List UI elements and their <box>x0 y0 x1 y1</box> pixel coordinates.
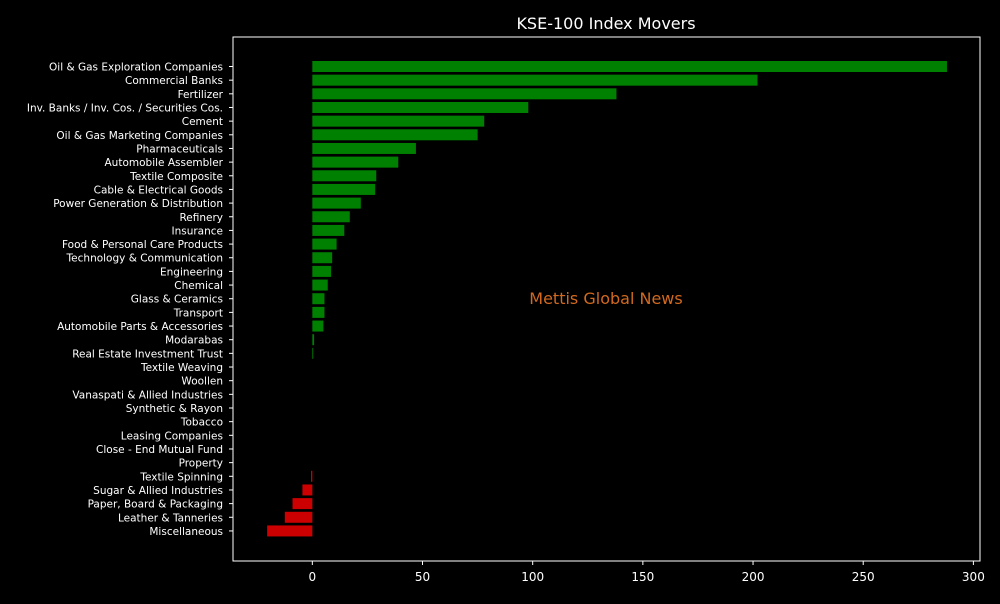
bar <box>312 74 758 86</box>
bar <box>312 224 345 236</box>
x-tick-label: 150 <box>631 570 654 584</box>
bar <box>312 265 332 277</box>
bar <box>312 279 328 291</box>
y-tick-label: Inv. Banks / Inv. Cos. / Securities Cos. <box>27 102 223 114</box>
y-tick-label: Miscellaneous <box>149 526 223 538</box>
chart-title: KSE-100 Index Movers <box>516 14 695 33</box>
y-tick-label: Refinery <box>179 212 223 224</box>
y-axis-labels: Oil & Gas Exploration CompaniesCommercia… <box>27 62 233 538</box>
x-tick-label: 50 <box>415 570 430 584</box>
x-tick-label: 300 <box>962 570 985 584</box>
y-tick-label: Cement <box>182 116 223 128</box>
bar <box>312 238 337 250</box>
x-tick-label: 100 <box>521 570 544 584</box>
bar <box>267 525 313 537</box>
bar <box>312 347 314 359</box>
bar <box>312 211 350 223</box>
bar <box>312 88 617 100</box>
bar <box>312 101 529 113</box>
y-tick-label: Chemical <box>174 280 223 292</box>
y-tick-label: Tobacco <box>180 417 223 429</box>
bar <box>312 115 485 127</box>
y-tick-label: Property <box>179 458 223 470</box>
y-tick-label: Leasing Companies <box>121 430 223 442</box>
y-tick-label: Pharmaceuticals <box>136 143 223 155</box>
bar <box>312 183 376 195</box>
y-tick-label: Cable & Electrical Goods <box>94 184 223 196</box>
bar <box>312 320 324 332</box>
bar <box>312 334 315 346</box>
x-tick-label: 200 <box>742 570 765 584</box>
x-axis: 0 50 100 150 200 250 300 <box>309 561 985 584</box>
y-tick-label: Textile Composite <box>129 171 223 183</box>
bar <box>312 197 361 209</box>
y-tick-label: Vanaspati & Allied Industries <box>72 389 223 401</box>
bar <box>312 142 416 154</box>
y-tick-label: Leather & Tanneries <box>118 512 223 524</box>
y-tick-label: Oil & Gas Marketing Companies <box>56 130 223 142</box>
bar <box>312 252 333 264</box>
bar <box>312 306 325 318</box>
y-tick-label: Fertilizer <box>178 89 224 101</box>
bar <box>312 293 325 305</box>
bar <box>312 61 947 72</box>
x-tick-label: 0 <box>309 570 317 584</box>
y-tick-label: Real Estate Investment Trust <box>72 348 223 360</box>
y-tick-label: Oil & Gas Exploration Companies <box>49 62 223 74</box>
y-tick-label: Synthetic & Rayon <box>126 403 223 415</box>
bar <box>312 129 478 141</box>
y-tick-label: Power Generation & Distribution <box>53 198 223 210</box>
y-tick-label: Paper, Board & Packaging <box>88 499 223 511</box>
y-tick-label: Engineering <box>160 266 223 278</box>
y-tick-label: Glass & Ceramics <box>131 294 223 306</box>
y-tick-label: Commercial Banks <box>125 75 223 87</box>
bar <box>312 156 399 168</box>
bar <box>302 484 313 496</box>
bar <box>284 511 313 523</box>
y-tick-label: Insurance <box>171 225 223 237</box>
bars-layer <box>267 61 947 537</box>
watermark-text: Mettis Global News <box>529 289 682 308</box>
bar <box>312 170 377 182</box>
bar <box>292 498 313 510</box>
y-tick-label: Close - End Mutual Fund <box>96 444 223 456</box>
bar <box>311 470 313 482</box>
y-tick-label: Automobile Assembler <box>105 157 224 169</box>
y-tick-label: Transport <box>173 307 223 319</box>
y-tick-label: Sugar & Allied Industries <box>93 485 223 497</box>
y-tick-label: Food & Personal Care Products <box>62 239 223 251</box>
y-tick-label: Woollen <box>181 376 223 388</box>
x-tick-label: 250 <box>852 570 875 584</box>
y-tick-label: Textile Spinning <box>139 471 223 483</box>
y-tick-label: Modarabas <box>165 335 223 347</box>
y-tick-label: Technology & Communication <box>66 253 223 265</box>
y-tick-label: Textile Weaving <box>140 362 223 374</box>
y-tick-label: Automobile Parts & Accessories <box>57 321 223 333</box>
